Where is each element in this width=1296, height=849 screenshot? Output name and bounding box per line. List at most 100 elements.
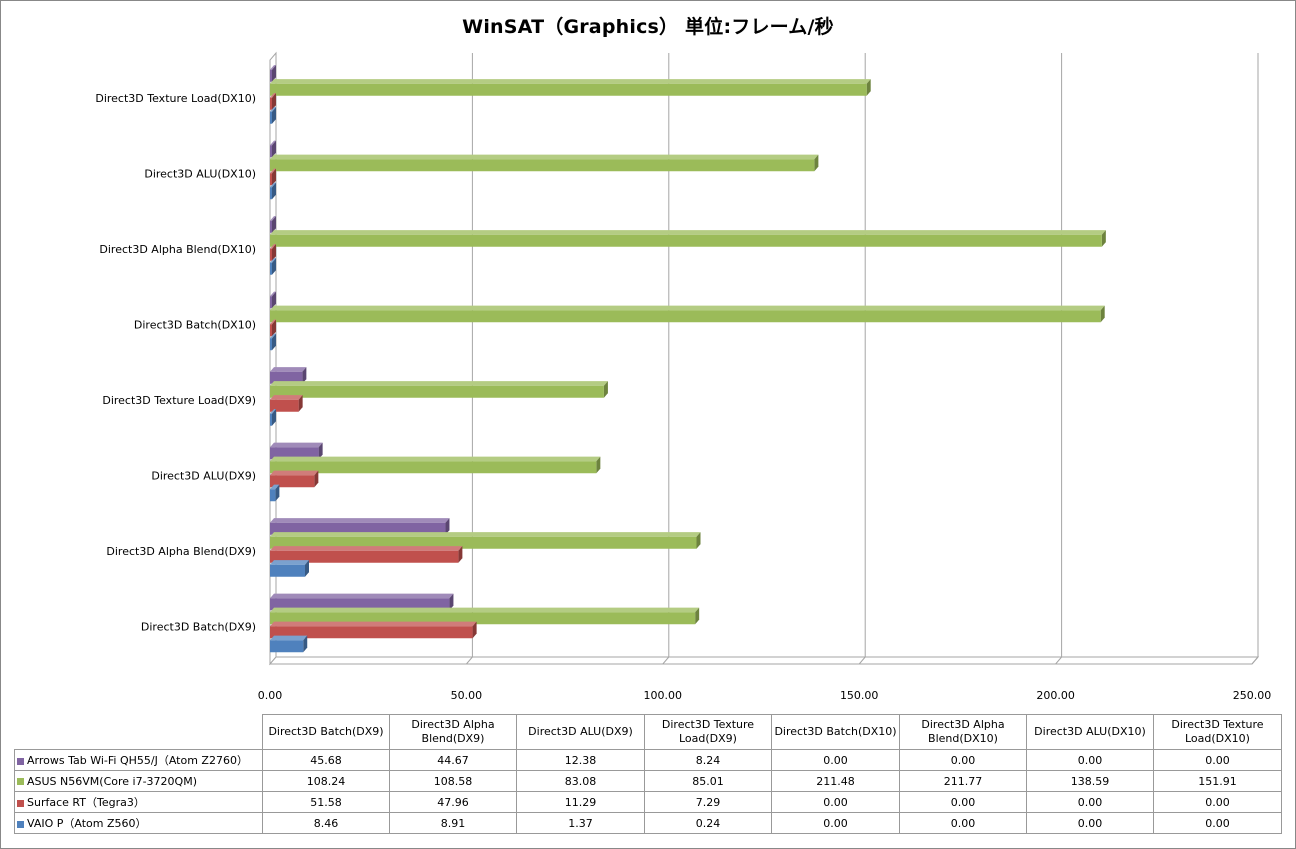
bar-top [270,107,276,112]
x-tick-label: 50.00 [451,689,483,702]
bar [270,248,272,261]
x-tick-label: 0.00 [258,689,283,702]
bar-top [270,333,276,339]
bar-end [272,182,276,200]
bar-end [304,560,309,577]
bar-top [270,532,701,537]
bar-end [596,456,601,474]
bar [270,145,272,158]
series-name: Surface RT（Tegra3） [27,796,145,809]
bar-end [695,607,700,625]
bar [270,234,1102,247]
y-category-label: Direct3D Batch(DX10) [134,318,256,331]
bar-top [270,621,477,627]
gridline-foot [466,656,473,665]
bar [270,111,272,124]
bar-end [458,546,463,563]
bar [270,173,272,186]
legend-entry: ASUS N56VM(Core i7-3720QM) [14,770,263,792]
bar-top [270,93,276,98]
bar-top [270,140,276,146]
y-category-label: Direct3D Batch(DX9) [141,620,256,633]
table-cell: 45.68 [262,749,390,771]
bar [270,159,815,172]
table-cell: 0.00 [1026,749,1154,771]
legend-swatch [17,757,24,765]
bar [270,598,450,611]
table-cell: 12.38 [516,749,645,771]
gridline-foot [1055,656,1062,665]
table-header-cell: Direct3D Texture Load(DX9) [644,714,772,750]
table-cell: 85.01 [644,770,772,792]
table-cell: 211.77 [899,770,1027,792]
bar-top [270,442,323,448]
bar [270,522,446,535]
table-cell: 151.91 [1153,770,1282,792]
bar-end [449,593,454,611]
data-table: Direct3D Batch(DX9) Direct3D Alpha Blend(… [14,714,1282,834]
table-cell: 0.00 [771,791,900,813]
bar [270,220,272,233]
bar-top [270,470,319,476]
bar [270,324,272,337]
table-cell: 0.00 [1026,812,1154,834]
bar-end [272,216,276,233]
table-cell: 8.46 [262,812,390,834]
legend-swatch [17,820,24,828]
bar-end [272,168,276,186]
bar-end [272,291,276,309]
x-tick-label: 100.00 [644,689,683,702]
gridline-foot [858,656,866,665]
x-tick-label: 200.00 [1036,689,1075,702]
bar-top [270,607,700,613]
table-header-cell: Direct3D ALU(DX9) [516,714,645,750]
bar-end [314,470,319,488]
table-cell: 138.59 [1026,770,1154,792]
bar [270,413,272,426]
bar [270,262,272,275]
y-category-label: Direct3D Texture Load(DX10) [95,92,256,105]
legend-entry: Surface RT（Tegra3） [14,791,263,813]
y-category-label: Direct3D ALU(DX10) [144,167,256,180]
table-header-cell: Direct3D Batch(DX9) [262,714,390,750]
bar-top [270,635,308,641]
table-header-cell: Direct3D ALU(DX10) [1026,714,1154,750]
table-body: Arrows Tab Wi-Fi QH55/J（Atom Z2760） 45.68… [14,749,1282,834]
table-cell: 0.00 [899,791,1027,813]
chart-title: WinSAT（Graphics） 単位:フレーム/秒 [462,16,834,38]
bar-top [270,518,450,523]
bar-top [270,168,276,174]
bar [270,612,696,625]
table-cell: 0.00 [899,812,1027,834]
bar-end [275,484,280,502]
table-cell: 0.00 [1153,791,1282,813]
plot-floor [268,656,1260,665]
bar-end [303,635,308,653]
bar [270,385,604,398]
legend-swatch [17,799,24,807]
bar-end [1100,305,1105,323]
bar-top [270,456,601,462]
table-cell: 108.58 [389,770,517,792]
bar-end [814,154,819,172]
bar-top [270,381,608,386]
bar [270,536,697,549]
bar [270,187,272,200]
bar-top [270,305,1105,311]
gridline-foot [662,656,670,665]
y-category-label: Direct3D Alpha Blend(DX9) [106,545,256,558]
table-cell: 0.00 [771,812,900,834]
bar-top [270,593,454,599]
bar [270,626,473,639]
x-tick-label: 250.00 [1233,689,1272,702]
bar-end [272,258,276,275]
bar-top [270,216,276,221]
legend-swatch [17,778,24,785]
bar [270,447,319,460]
legend-entry: VAIO P（Atom Z560） [14,812,263,834]
table-row: Surface RT（Tegra3） 51.58 47.96 11.29 7.29 0.0… [14,791,1282,813]
bar-top [270,395,303,400]
table-cell: 0.00 [1153,749,1282,771]
bar [270,296,272,309]
